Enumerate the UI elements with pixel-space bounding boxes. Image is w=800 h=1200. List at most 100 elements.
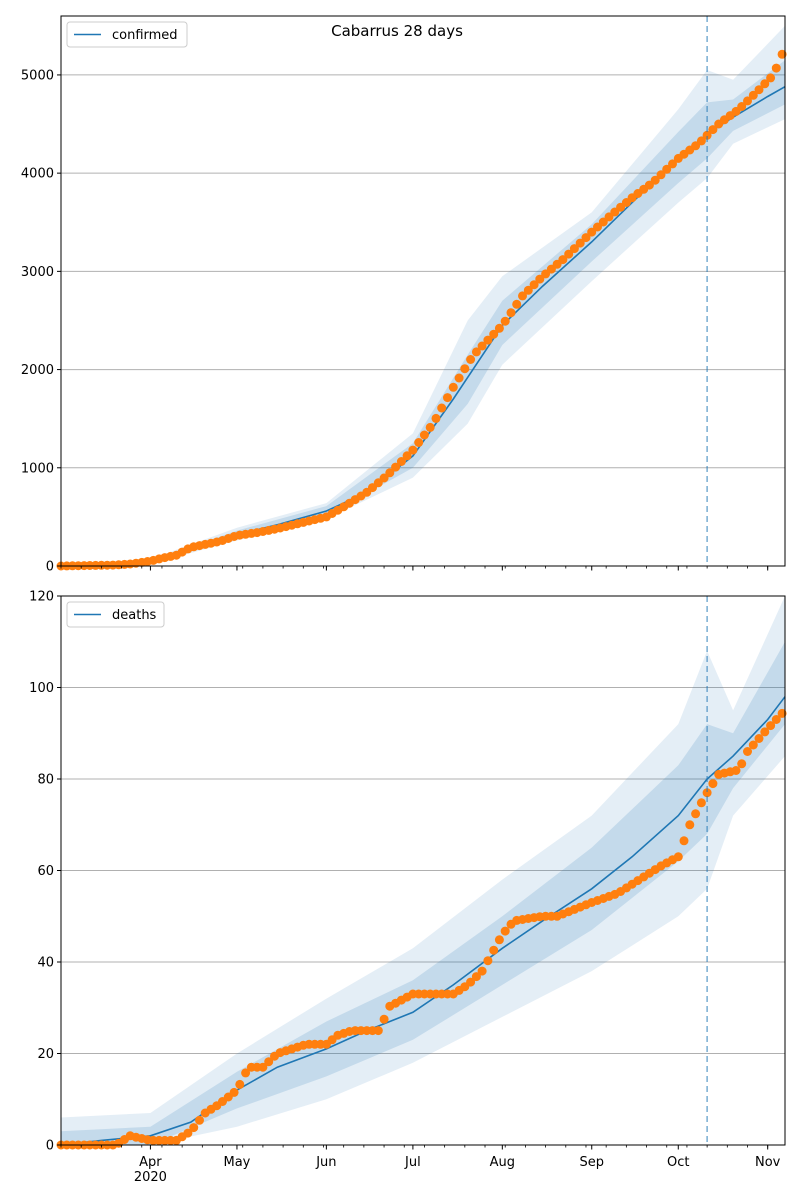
deaths-x-tick-label: Oct — [667, 1155, 689, 1170]
deaths-observed-point — [766, 721, 776, 731]
confirmed-observed-point — [662, 164, 672, 174]
confirmed-observed-point — [391, 462, 401, 472]
confirmed-observed-point — [696, 136, 706, 146]
deaths-x-tick-label: 2020 — [134, 1170, 167, 1185]
deaths-observed-point — [685, 820, 695, 830]
deaths-observed-point — [500, 926, 510, 936]
confirmed-observed-point — [702, 130, 712, 140]
confirmed-observed-point — [431, 413, 441, 423]
deaths-y-tick-label: 120 — [29, 590, 54, 605]
confirmed-observed-point — [668, 159, 677, 169]
confirmed-observed-point — [748, 90, 758, 100]
confirmed-observed-point — [443, 393, 452, 403]
confirmed-observed-point — [512, 299, 522, 309]
deaths-y-tick-label: 100 — [29, 681, 54, 696]
confirmed-observed-point — [477, 341, 487, 351]
confirmed-observed-point — [466, 355, 476, 364]
deaths-x-tick-label: Jun — [315, 1155, 336, 1170]
confirmed-y-tick-label: 2000 — [21, 363, 54, 378]
confirmed-observed-point — [575, 238, 585, 248]
confirmed-y-tick-label: 3000 — [21, 265, 54, 280]
deaths-observed-point — [466, 977, 476, 987]
confirmed-observed-point — [564, 249, 574, 259]
confirmed-legend: confirmed — [66, 21, 188, 48]
deaths-y-tick-label: 80 — [37, 773, 54, 788]
confirmed-observed-point — [743, 96, 752, 106]
deaths-observed-point — [379, 1014, 389, 1024]
confirmed-observed-point — [402, 451, 412, 461]
confirmed-observed-point — [737, 102, 747, 111]
deaths-observed-point — [183, 1128, 193, 1138]
confirmed-observed-point — [771, 63, 781, 73]
deaths-observed-point — [673, 852, 683, 862]
deaths-observed-point — [264, 1057, 274, 1067]
confirmed-observed-point — [506, 308, 516, 318]
deaths-observed-points — [56, 708, 787, 1150]
confirmed-observed-point — [414, 438, 424, 447]
confirmed-observed-point — [569, 244, 579, 254]
deaths-legend: deaths — [66, 601, 165, 628]
confirmed-y-tick-label: 4000 — [21, 167, 54, 182]
deaths-observed-point — [477, 966, 487, 976]
deaths-x-tick-label: Sep — [579, 1155, 604, 1170]
deaths-observed-point — [195, 1115, 204, 1125]
deaths-x-tick-label: Jul — [404, 1155, 421, 1170]
confirmed-observed-point — [385, 468, 395, 478]
deaths-y-tick-label: 0 — [46, 1139, 54, 1154]
confirmed-observed-point — [518, 291, 527, 301]
confirmed-observed-point — [766, 73, 776, 83]
confirmed-observed-point — [408, 445, 418, 455]
confirmed-observed-point — [419, 430, 429, 440]
deaths-observed-point — [235, 1079, 245, 1089]
deaths-legend-label: deaths — [112, 608, 157, 623]
confirmed-observed-point — [460, 364, 470, 374]
confirmed-observed-point — [379, 473, 389, 483]
deaths-observed-point — [679, 836, 689, 846]
deaths-y-tick-label: 40 — [37, 956, 54, 971]
confirmed-band-inner — [61, 60, 785, 566]
deaths-observed-point — [754, 734, 764, 743]
confirmed-observed-point — [754, 85, 764, 95]
deaths-observed-point — [696, 798, 706, 808]
deaths-observed-point — [737, 759, 747, 769]
deaths-observed-point — [691, 809, 701, 819]
confirmed-y-tick-label: 0 — [46, 560, 54, 575]
confirmed-panel: 0 1000 2000 3000 4000 5000 confirmed — [21, 15, 787, 575]
deaths-y-tick-label: 60 — [37, 864, 54, 879]
deaths-observed-point — [189, 1123, 199, 1133]
deaths-observed-point — [731, 766, 741, 775]
confirmed-y-tick-label: 1000 — [21, 461, 54, 476]
confirmed-observed-point — [581, 233, 591, 243]
deaths-x-tick-label: Apr — [139, 1155, 162, 1170]
confirmed-observed-point — [396, 457, 406, 466]
confirmed-axes-frame — [60, 15, 786, 567]
confirmed-observed-point — [650, 175, 660, 185]
confirmed-y-tick-label: 5000 — [21, 68, 54, 83]
confirmed-observed-point — [708, 125, 718, 135]
deaths-y-tick-label: 20 — [37, 1047, 54, 1062]
confirmed-observed-point — [437, 403, 447, 413]
deaths-observed-point — [489, 945, 499, 955]
confirmed-observed-point — [656, 170, 666, 180]
deaths-band-outer — [61, 596, 785, 1145]
deaths-observed-point — [743, 747, 752, 756]
confirmed-observed-point — [489, 329, 499, 339]
confirmed-observed-point — [483, 335, 493, 345]
deaths-x-tick-label: Aug — [490, 1155, 515, 1170]
confirmed-observed-point — [454, 373, 464, 383]
confirmed-observed-point — [500, 316, 510, 326]
deaths-observed-point — [777, 708, 787, 718]
deaths-observed-point — [471, 972, 481, 982]
deaths-observed-point — [771, 715, 781, 724]
deaths-observed-point — [258, 1062, 268, 1072]
deaths-observed-point — [241, 1068, 251, 1078]
confirmed-observed-point — [587, 227, 597, 237]
confirmed-legend-box — [66, 21, 188, 48]
deaths-observed-point — [229, 1087, 239, 1097]
confirmed-observed-point — [760, 79, 770, 89]
deaths-observed-point — [760, 727, 770, 737]
deaths-observed-point — [702, 788, 712, 798]
deaths-observed-point — [748, 740, 758, 750]
